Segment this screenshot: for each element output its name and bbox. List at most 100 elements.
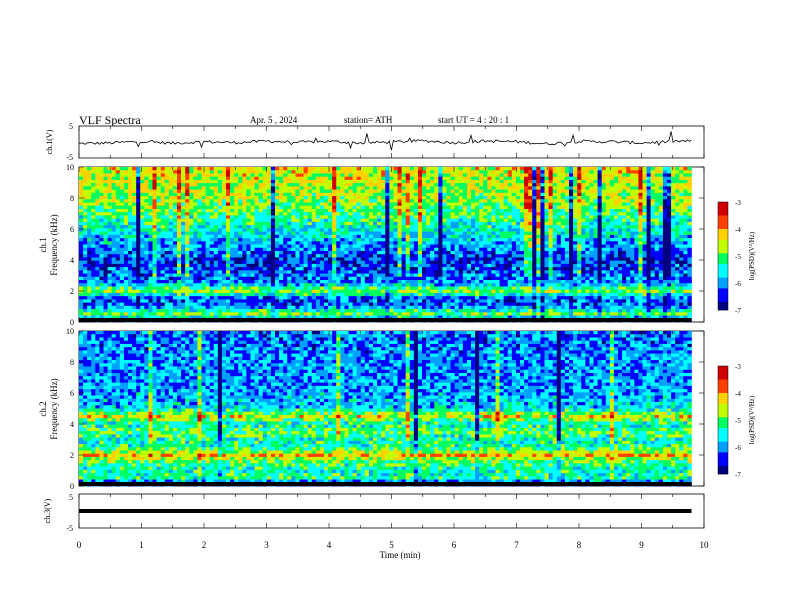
spectrogram-cell	[491, 225, 496, 229]
spectrogram-cell	[650, 208, 656, 213]
spectrogram-cell	[401, 270, 406, 274]
spectrogram-cell	[654, 179, 660, 184]
spectrogram-cell	[601, 270, 607, 274]
spectrogram-cell	[426, 234, 431, 239]
spectrogram-cell	[466, 189, 472, 194]
spectrogram-cell	[144, 173, 149, 177]
spectrogram-cell	[667, 247, 672, 252]
spectrogram-cell	[140, 205, 145, 210]
spectrogram-cell	[95, 244, 100, 249]
spectrogram-cell	[381, 170, 386, 174]
spectrogram-cell	[573, 270, 578, 274]
spectrogram-cell	[613, 263, 619, 268]
spectrogram-cell	[422, 176, 427, 181]
spectrogram-cell	[295, 244, 300, 249]
spectrogram-cell	[356, 183, 362, 187]
spectrogram-cell	[622, 186, 627, 190]
spectrogram-cell	[275, 238, 280, 242]
spectrogram-cell	[679, 231, 684, 236]
spectrogram-cell	[524, 192, 529, 197]
spectrogram-cell	[95, 267, 100, 271]
spectrogram-cell	[609, 263, 615, 268]
spectrogram-cell	[430, 225, 435, 229]
spectrogram-cell	[136, 176, 141, 181]
spectrogram-cell	[646, 247, 651, 252]
spectrogram-cell	[234, 183, 239, 187]
spectrogram-cell	[589, 192, 594, 197]
spectrogram-cell	[128, 241, 133, 245]
spectrogram-cell	[569, 205, 574, 210]
spectrogram-cell	[642, 257, 647, 261]
spectrogram-cell	[520, 199, 525, 203]
spectrogram-cell	[528, 215, 533, 219]
spectrogram-cell	[401, 192, 406, 197]
spectrogram-cell	[311, 221, 317, 226]
spectrogram-cell	[548, 215, 553, 219]
spectrogram-cell	[483, 221, 488, 226]
spectrogram-cell	[336, 270, 341, 274]
spectrogram-cell	[466, 196, 472, 200]
spectrogram-cell	[148, 254, 153, 258]
spectrogram-cell	[438, 228, 443, 232]
spectrogram-cell	[471, 228, 476, 232]
spectrogram-cell	[577, 267, 582, 271]
spectrogram-cell	[593, 231, 598, 236]
spectrogram-cell	[524, 218, 529, 223]
spectrogram-cell	[569, 263, 574, 268]
spectrogram-cell	[544, 241, 549, 245]
spectrogram-cell	[270, 205, 276, 210]
spectrogram-cell	[205, 267, 210, 271]
spectrogram-cell	[430, 231, 435, 236]
spectrogram-cell	[393, 270, 398, 274]
spectrogram-cell	[132, 183, 137, 187]
spectrogram-cell	[185, 218, 190, 223]
spectrogram-cell	[283, 186, 288, 190]
spectrogram-cell	[307, 202, 313, 207]
spectrogram-cell	[172, 267, 178, 271]
spectrogram-cell	[479, 189, 484, 194]
spectrogram-cell	[667, 215, 672, 219]
spectrogram-cell	[136, 244, 141, 249]
spectrogram-cell	[662, 254, 668, 258]
spectrogram-cell	[315, 270, 321, 274]
spectrogram-cell	[687, 202, 692, 207]
spectrogram-cell	[201, 270, 206, 274]
spectrogram-cell	[507, 196, 513, 200]
spectrogram-cell	[217, 199, 223, 203]
spectrogram-cell	[152, 196, 157, 200]
spectrogram-cell	[279, 215, 284, 219]
spectrogram-cell	[332, 270, 337, 274]
spectrogram-cell	[246, 212, 251, 216]
spectrogram-cell	[577, 247, 582, 252]
spectrogram-cell	[172, 176, 178, 181]
spectrogram-cell	[360, 183, 366, 187]
spectrogram-cell	[503, 228, 509, 232]
spectrogram-cell	[319, 228, 325, 232]
spectrogram-cell	[487, 218, 492, 223]
spectrogram-cell	[172, 202, 178, 207]
spectrogram-cell	[609, 215, 615, 219]
spectrogram-cell	[511, 176, 517, 181]
spectrogram-cell	[650, 199, 656, 203]
spectrogram-cell	[593, 212, 598, 216]
spectrogram-cell	[544, 244, 549, 249]
spectrogram-cell	[303, 238, 308, 242]
spectrogram-cell	[319, 199, 325, 203]
spectrogram-cell	[667, 218, 672, 223]
spectrogram-cell	[319, 205, 325, 210]
spectrogram-cell	[683, 202, 688, 207]
spectrogram-cell	[107, 228, 112, 232]
spectrogram-cell	[466, 263, 472, 268]
spectrogram-cell	[319, 196, 325, 200]
spectrogram-cell	[79, 186, 84, 190]
spectrogram-cell	[536, 267, 541, 271]
spectrogram-cell	[454, 170, 460, 174]
spectrogram-cell	[679, 183, 684, 187]
spectrogram-cell	[234, 260, 239, 265]
spectrogram-cell	[667, 254, 672, 258]
spectrogram-cell	[373, 202, 378, 207]
spectrogram-cell	[299, 247, 304, 252]
spectrogram-cell	[503, 176, 509, 181]
spectrogram-cell	[499, 244, 504, 249]
spectrogram-cell	[136, 241, 141, 245]
